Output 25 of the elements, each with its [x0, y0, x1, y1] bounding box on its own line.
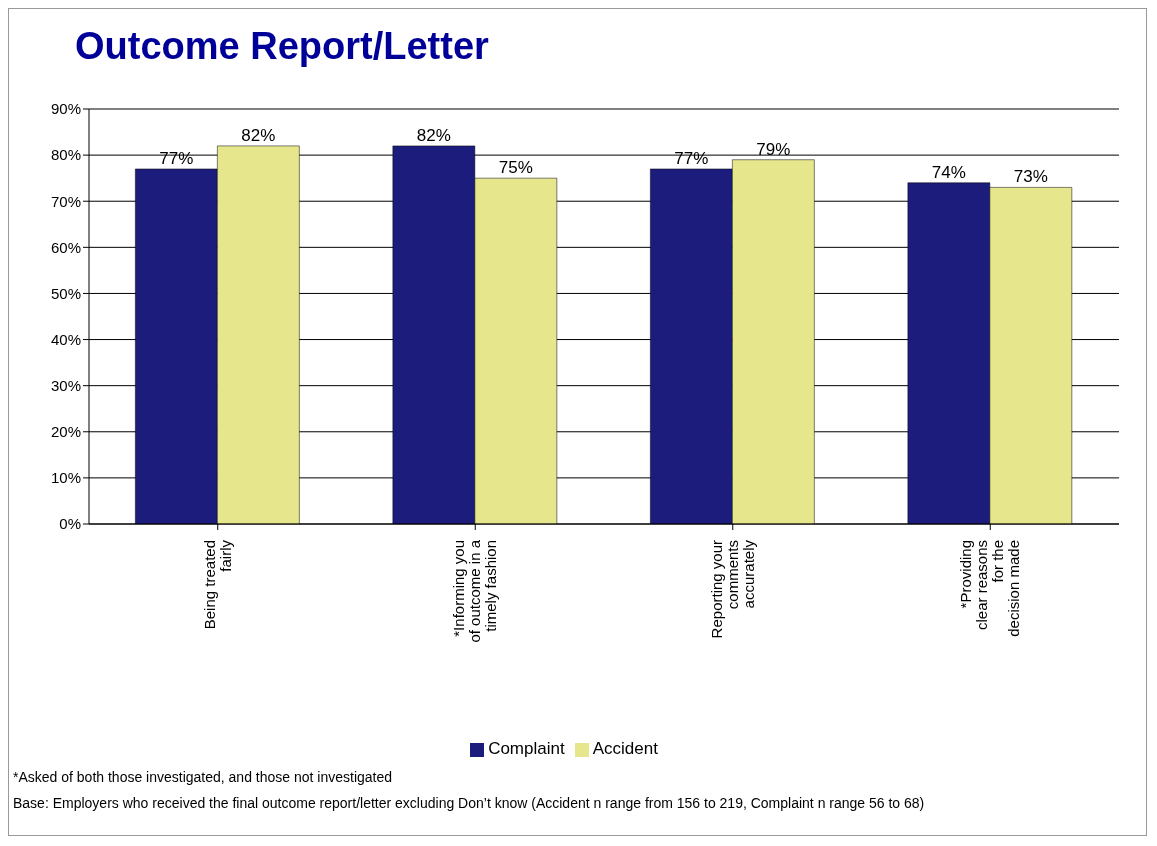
y-tick-label: 20%: [50, 423, 81, 441]
y-tick-label: 0%: [59, 515, 81, 533]
x-tick-label: Being treated fairly: [200, 539, 234, 630]
text: Base: Employers who received the final outcome report/letter excluding Don’t know (Accident n range from 156 to 219, Complaint n range 56 to 68): [12, 795, 926, 811]
data-label: 79%: [756, 139, 791, 159]
legend-label: Accident: [592, 739, 658, 758]
data-label: 74%: [931, 162, 966, 182]
y-tick-label: 80%: [50, 146, 81, 164]
y-tick-label: 40%: [50, 330, 81, 348]
x-tick-label: *Providing clear reasons for the decision made: [957, 540, 1023, 637]
x-tick-label: Reporting your comments accurately: [707, 539, 757, 639]
y-tick-label: 90%: [50, 100, 81, 118]
x-tick-label: *Informing you of outcome in a timely fashion: [450, 539, 500, 643]
legend-label: Complaint: [488, 739, 565, 758]
chart-title: Outcome Report/Letter: [74, 24, 490, 69]
data-label: 82%: [416, 125, 451, 145]
data-label: 82%: [241, 125, 276, 145]
text: *Asked of both those investigated, and those not investigated: [12, 769, 394, 785]
data-label: 73%: [1013, 167, 1048, 187]
y-tick-label: 10%: [50, 469, 81, 487]
y-tick-label: 60%: [50, 238, 81, 256]
data-label: 75%: [498, 158, 533, 178]
y-tick-label: 30%: [50, 376, 81, 394]
y-tick-label: 70%: [50, 192, 81, 210]
y-tick-label: 50%: [50, 284, 81, 302]
